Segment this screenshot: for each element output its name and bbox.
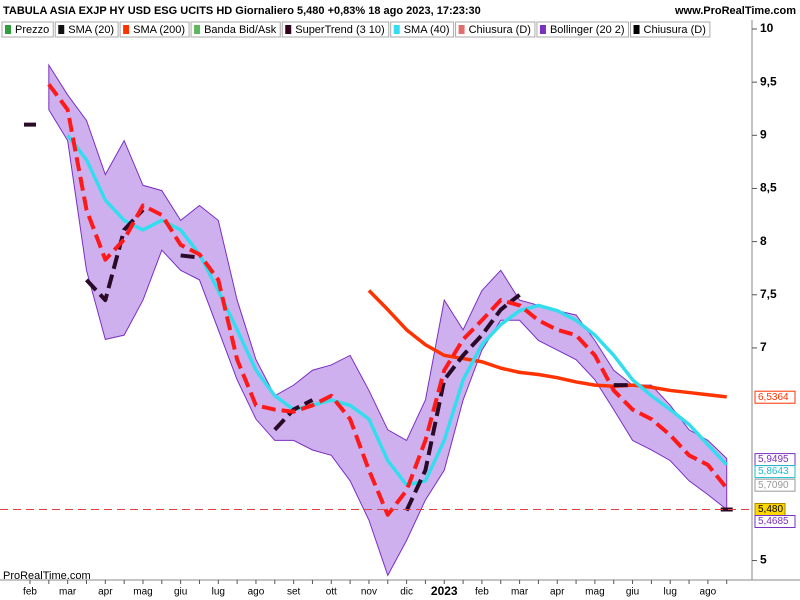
legend-swatch: [393, 25, 400, 34]
price-label: 5,7090: [758, 480, 789, 491]
source: www.ProRealTime.com: [674, 5, 796, 17]
legend-box: [630, 21, 711, 38]
legend-item: Chiusura (D): [455, 21, 536, 38]
x-tick-label: feb: [475, 587, 489, 598]
price-label: 5,8643: [758, 466, 789, 477]
x-tick-label: lug: [664, 587, 677, 598]
price-label-box: [754, 478, 796, 492]
legend-swatch: [5, 25, 11, 34]
x-tick-label: 2023: [431, 584, 458, 598]
legend-box: [190, 21, 281, 38]
y-tick-label: 5: [760, 553, 767, 567]
y-tick-label: 10: [760, 21, 774, 35]
x-tick-label: ago: [248, 587, 265, 598]
legend-box: [390, 21, 455, 38]
watermark: ProRealTime.com: [3, 570, 91, 582]
legend-box: [119, 21, 190, 38]
price-label-box: [754, 390, 796, 404]
x-tick-label: apr: [98, 587, 113, 598]
x-tick-label: mar: [511, 587, 529, 598]
legend-label: Chiusura (D): [469, 24, 531, 36]
x-tick-label: apr: [550, 587, 565, 598]
legend-item: Banda Bid/Ask: [190, 21, 281, 38]
price-label-box: [754, 465, 796, 479]
legend-label: Bollinger (20 2): [550, 24, 625, 36]
series-line: [66, 134, 728, 487]
price-label-box: [754, 515, 796, 529]
x-tick-label: mag: [133, 587, 152, 598]
legend-swatch: [539, 25, 546, 34]
legend-swatch: [285, 25, 292, 34]
legend-label: SMA (40): [404, 24, 450, 36]
legend-item: SuperTrend (3 10): [281, 21, 390, 38]
legend-item: SMA (40): [390, 21, 455, 38]
chart-title: TABULA ASIA EXJP HY USD ESG UCITS HD Gio…: [3, 5, 481, 17]
price-label: 5,4685: [758, 516, 789, 527]
legend-box: [1, 21, 54, 38]
x-tick-label: ott: [326, 587, 337, 598]
legend-label: Banda Bid/Ask: [204, 24, 277, 36]
price-label: 5,9495: [758, 454, 789, 465]
x-tick-label: mar: [59, 587, 77, 598]
legend-box: [455, 21, 536, 38]
legend-box: [536, 21, 630, 38]
legend-label: Prezzo: [15, 24, 49, 36]
series-line: [47, 83, 729, 517]
price-label: 6,5364: [758, 392, 789, 403]
series-line: [24, 122, 733, 512]
x-tick-label: ago: [700, 587, 717, 598]
legend-label: SMA (20): [68, 24, 114, 36]
x-tick-label: lug: [212, 587, 225, 598]
x-tick-label: dic: [400, 587, 413, 598]
legend-swatch: [123, 25, 130, 34]
x-tick-label: feb: [23, 587, 37, 598]
x-tick-label: nov: [361, 587, 377, 598]
y-tick-label: 8: [760, 234, 767, 248]
legend-label: SuperTrend (3 10): [295, 24, 384, 36]
x-tick-label: giu: [174, 587, 187, 598]
y-tick-label: 9,5: [760, 74, 777, 88]
legend-label: SMA (200): [133, 24, 185, 36]
legend-item: Chiusura (D): [630, 21, 711, 38]
legend-item: SMA (200): [119, 21, 190, 38]
legend-item: SMA (20): [54, 21, 119, 38]
series-line: [367, 289, 727, 399]
x-tick-label: mag: [585, 587, 604, 598]
close-label: 5,480: [758, 504, 783, 515]
legend-item: Bollinger (20 2): [536, 21, 630, 38]
legend-box: [281, 21, 390, 38]
legend-swatch: [58, 25, 65, 34]
legend-swatch: [633, 25, 640, 34]
y-tick-label: 9: [760, 127, 767, 141]
x-tick-label: set: [287, 587, 301, 598]
y-tick-label: 7,5: [760, 287, 777, 301]
legend-item: Prezzo: [1, 21, 54, 38]
x-tick-label: giu: [626, 587, 639, 598]
legend-label: Chiusura (D): [644, 24, 706, 36]
legend-swatch: [194, 25, 201, 34]
y-tick-label: 8,5: [760, 181, 777, 195]
legend-swatch: [458, 25, 465, 34]
legend-box: [54, 21, 119, 38]
y-tick-label: 7: [760, 340, 767, 354]
